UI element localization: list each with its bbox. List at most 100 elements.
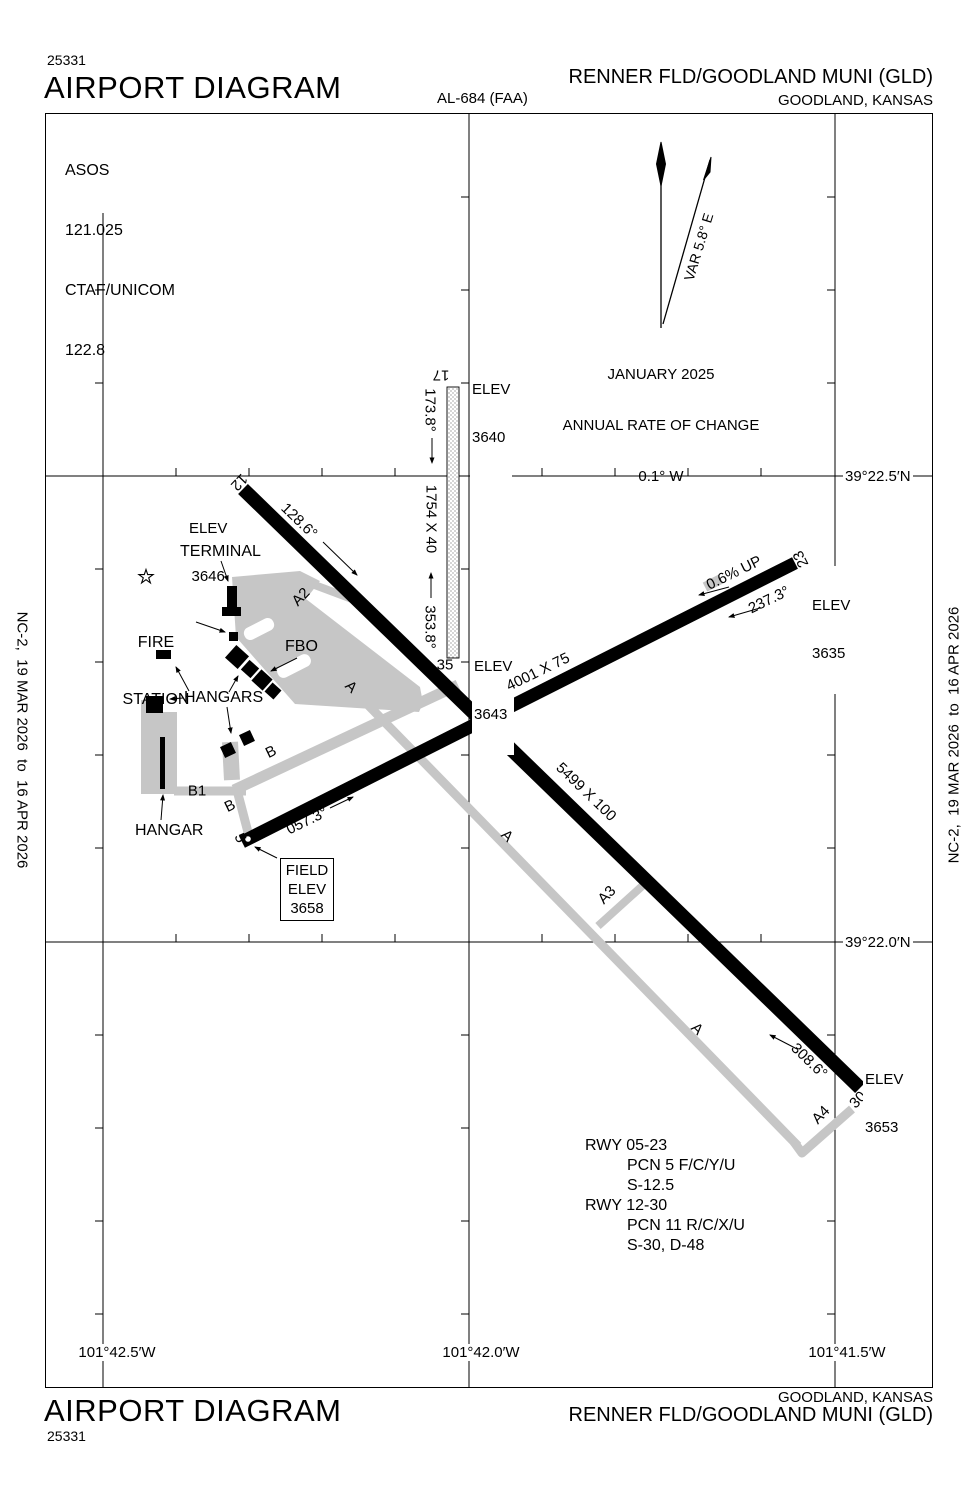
taxiway-a4 <box>790 1105 855 1158</box>
slope-up-arrow <box>698 586 730 596</box>
annotation-arrows <box>160 438 798 1050</box>
variation-arrowhead <box>703 156 712 181</box>
elev-17-block: ELEV 3640 <box>470 350 513 478</box>
hangars-arrow-south <box>226 706 233 734</box>
hangars-arrow-northwest <box>175 666 190 692</box>
airport-name-footer: RENNER FLD/GOODLAND MUNI (GLD) <box>568 1404 933 1426</box>
terminal-label: TERMINAL <box>180 543 261 560</box>
elev-30-label: ELEV <box>865 1071 904 1088</box>
fbo-label: FBO <box>285 638 318 655</box>
heading-237-arrow <box>728 607 761 618</box>
runway-number-35: 35 <box>436 656 454 674</box>
buildings <box>146 586 282 789</box>
runway-data-line: S-30, D-48 <box>627 1237 705 1254</box>
elev-12-block: ELEV 3646 <box>189 489 227 617</box>
airport-name-header: RENNER FLD/GOODLAND MUNI (GLD) <box>568 66 933 88</box>
runway-17-35-dimensions: 1754 X 40 <box>422 484 440 554</box>
hangars-arrow-northeast <box>228 675 239 693</box>
edition-note-right: NC-2, 19 MAR 2026 to 16 APR 2026 <box>945 606 963 864</box>
fbo-hangar-4 <box>264 682 282 700</box>
runway-12-30 <box>238 483 865 1094</box>
south-hangar-2 <box>239 730 255 746</box>
fire-station-line2: STATION <box>122 691 190 708</box>
taxiway-a3 <box>595 876 653 929</box>
neatline-border <box>45 113 933 1388</box>
ctaf-unicom-label: CTAF/UNICOM <box>65 282 175 299</box>
heading-35-label: 353.8° <box>421 605 439 649</box>
longitude-label-center: 101°42.0′W <box>440 1344 522 1361</box>
runway-05-threshold-marker <box>245 836 251 842</box>
comm-frequencies: ASOS 121.025 CTAF/UNICOM 122.8 <box>65 121 175 401</box>
chart-code-bottom: 25331 <box>47 1428 86 1444</box>
elev-23-value: 3635 <box>812 645 846 662</box>
elev-23-block: ELEV 3635 <box>810 566 853 694</box>
fbo-hangar-1 <box>224 644 250 670</box>
magnetic-variation-note: JANUARY 2025 ANNUAL RATE OF CHANGE 0.1° … <box>563 332 760 519</box>
true-north-arrowhead <box>655 141 667 187</box>
runway-17-35 <box>446 386 460 659</box>
south-apron <box>141 700 177 794</box>
hangar-arrow <box>160 794 166 821</box>
hangars-label: HANGARS <box>184 689 264 706</box>
field-elev-line1: FIELD <box>285 862 329 879</box>
south-hangar-1 <box>220 742 236 758</box>
elev-30-block: ELEV 3653 <box>863 1040 906 1168</box>
chart-code-top: 25331 <box>47 52 86 68</box>
elev-35-label: ELEV <box>474 658 513 675</box>
elev-30-value: 3653 <box>865 1119 899 1136</box>
city-state-header: GOODLAND, KANSAS <box>777 92 933 109</box>
field-elevation-box: FIELD ELEV 3658 <box>280 858 334 921</box>
runway-data-line: RWY 12-30 <box>585 1197 668 1214</box>
taxiway-network <box>141 571 855 1158</box>
nw-hangar <box>156 650 171 659</box>
long-hangar <box>160 737 165 789</box>
field-elev-line3: 3658 <box>290 900 324 917</box>
elev-35-block: ELEV 3643 <box>472 627 515 755</box>
elev-12-label: ELEV <box>189 520 228 537</box>
runway-data-line: S-12.5 <box>627 1177 675 1194</box>
fire-station-label: FIRE STATION <box>118 595 194 747</box>
longitude-label-right: 101°41.5′W <box>806 1344 888 1361</box>
annual-rate-label: ANNUAL RATE OF CHANGE <box>562 417 760 434</box>
latitude-label-bottom: 39°22.0′N <box>843 934 913 951</box>
runway-05-23 <box>239 557 798 848</box>
heading-128-arrow <box>322 541 358 576</box>
north-arrow <box>655 141 712 328</box>
main-apron <box>232 571 423 712</box>
variation-arrow <box>662 159 711 325</box>
taxiway-a <box>328 664 802 1150</box>
field-elev-arrow <box>254 846 278 859</box>
city-state-footer: GOODLAND, KANSAS <box>777 1389 933 1406</box>
elev-12-value: 3646 <box>191 568 225 585</box>
annual-rate-value: 0.1° W <box>638 468 684 485</box>
taxiway-label-b1: B1 <box>187 782 207 800</box>
fbo-hangar-2 <box>240 659 260 679</box>
field-elev-line2: ELEV <box>287 881 327 898</box>
runway-data-line: PCN 5 F/C/Y/U <box>627 1157 736 1174</box>
terminal-arrow <box>220 560 229 582</box>
asos-frequency: 121.025 <box>65 222 123 239</box>
edition-note-left: NC-2, 19 MAR 2026 to 16 APR 2026 <box>13 611 31 869</box>
runway-data-block: RWY 05-23 PCN 5 F/C/Y/U S-12.5 RWY 12-30… <box>585 1136 745 1256</box>
elev-35-value: 3643 <box>474 706 508 723</box>
square-hangar <box>146 696 163 713</box>
page-title-footer: AIRPORT DIAGRAM <box>44 1393 342 1428</box>
procedure-id: AL-684 (FAA) <box>437 90 528 107</box>
fbo-hangar-3 <box>251 669 273 691</box>
variation-date: JANUARY 2025 <box>607 366 715 383</box>
runway-number-17: 17 <box>432 366 450 384</box>
hangars-arrow-west <box>169 696 184 702</box>
runway-data-line: RWY 05-23 <box>585 1137 668 1154</box>
taxiway-b <box>231 680 461 795</box>
fbo-arrow <box>270 657 298 672</box>
asos-label: ASOS <box>65 162 110 179</box>
elev-23-label: ELEV <box>812 597 851 614</box>
page-title: AIRPORT DIAGRAM <box>44 70 342 105</box>
heading-057-arrow <box>329 796 354 809</box>
elev-17-value: 3640 <box>472 429 506 446</box>
hangar-label: HANGAR <box>135 822 204 839</box>
runway-data-line: PCN 11 R/C/X/U <box>627 1217 745 1234</box>
fire-station-building <box>229 632 238 641</box>
ctaf-frequency: 122.8 <box>65 342 106 359</box>
